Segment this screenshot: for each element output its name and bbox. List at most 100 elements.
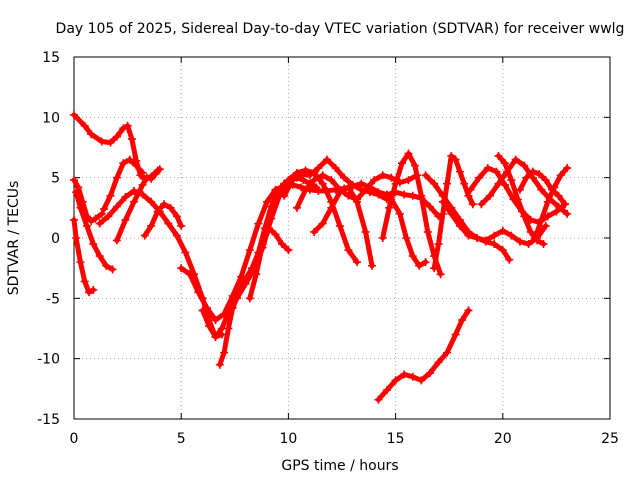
- data-point-marker: [500, 180, 509, 189]
- data-point-marker: [438, 209, 447, 218]
- y-tick-label: 5: [51, 171, 60, 187]
- data-point-marker: [198, 306, 207, 315]
- data-point-marker: [160, 200, 169, 209]
- data-point-marker: [123, 121, 132, 130]
- series-line: [431, 153, 476, 271]
- data-point-marker: [543, 197, 552, 206]
- data-point-marker: [500, 159, 509, 168]
- data-point-marker: [485, 191, 494, 200]
- data-point-marker: [344, 183, 353, 192]
- data-point-marker: [147, 221, 156, 230]
- data-point-marker: [265, 224, 274, 233]
- data-point-marker: [511, 155, 520, 164]
- data-point-marker: [70, 110, 78, 119]
- data-point-marker: [383, 386, 392, 395]
- series-arc-26: [374, 306, 473, 404]
- x-tick-label: 10: [279, 431, 297, 447]
- data-point-marker: [425, 202, 434, 211]
- data-point-marker: [477, 200, 486, 209]
- data-point-marker: [297, 170, 306, 179]
- data-point-marker: [305, 171, 314, 180]
- data-point-marker: [537, 215, 546, 224]
- data-point-marker: [522, 173, 531, 182]
- data-point-marker: [181, 248, 190, 257]
- data-point-marker: [335, 221, 344, 230]
- data-point-marker: [177, 221, 186, 230]
- data-point-marker: [151, 170, 160, 179]
- data-point-marker: [340, 173, 349, 182]
- data-point-marker: [556, 171, 565, 180]
- data-point-marker: [468, 200, 477, 209]
- data-point-marker: [447, 151, 456, 160]
- data-point-marker: [82, 221, 91, 230]
- data-point-marker: [434, 240, 443, 249]
- y-tick-label: 15: [42, 50, 60, 66]
- data-point-marker: [262, 197, 271, 206]
- data-point-marker: [202, 303, 211, 312]
- data-point-marker: [130, 186, 139, 195]
- data-point-marker: [483, 164, 492, 173]
- data-point-marker: [391, 179, 400, 188]
- data-point-marker: [80, 121, 89, 130]
- data-point-marker: [310, 227, 319, 236]
- data-point-marker: [395, 209, 404, 218]
- data-point-marker: [228, 303, 237, 312]
- data-point-marker: [172, 231, 181, 240]
- data-point-marker: [455, 167, 464, 176]
- data-point-marker: [140, 231, 149, 240]
- data-point-marker: [327, 176, 336, 185]
- data-point-marker: [147, 174, 156, 183]
- data-point-marker: [455, 221, 464, 230]
- data-point-marker: [370, 188, 379, 197]
- data-point-marker: [460, 179, 469, 188]
- data-point-marker: [415, 261, 424, 270]
- data-point-marker: [550, 183, 559, 192]
- data-point-marker: [374, 395, 383, 404]
- data-point-marker: [443, 348, 452, 357]
- data-point-marker: [112, 132, 121, 141]
- data-point-marker: [541, 221, 550, 230]
- data-point-marker: [112, 236, 121, 245]
- data-point-marker: [475, 173, 484, 182]
- data-point-marker: [481, 237, 490, 246]
- data-point-marker: [95, 252, 104, 261]
- series-arc-08: [140, 200, 186, 240]
- data-point-marker: [524, 240, 533, 249]
- data-point-marker: [280, 191, 289, 200]
- data-point-marker: [563, 164, 572, 173]
- data-point-marker: [370, 176, 379, 185]
- data-point-marker: [87, 217, 96, 226]
- data-point-marker: [273, 188, 282, 197]
- y-tick-label: -10: [37, 352, 60, 368]
- data-point-marker: [344, 246, 353, 255]
- data-point-marker: [430, 264, 439, 273]
- data-point-marker: [299, 176, 308, 185]
- data-point-marker: [430, 179, 439, 188]
- data-point-marker: [74, 183, 83, 192]
- data-point-marker: [398, 159, 407, 168]
- data-point-marker: [331, 164, 340, 173]
- ticks: 0 5 10 15 20 25 -15 -10 -5 0 5 10 15: [37, 50, 619, 447]
- data-point-marker: [361, 185, 370, 194]
- data-point-marker: [539, 240, 548, 249]
- data-point-marker: [166, 203, 175, 212]
- data-point-marker: [102, 261, 111, 270]
- data-point-marker: [172, 212, 181, 221]
- data-point-marker: [194, 288, 203, 297]
- data-point-marker: [513, 195, 522, 204]
- series-line: [375, 307, 471, 403]
- series-arc-05: [100, 155, 147, 214]
- data-point-marker: [436, 270, 445, 279]
- data-point-marker: [515, 185, 524, 194]
- data-point-marker: [220, 348, 229, 357]
- data-point-marker: [402, 234, 411, 242]
- data-point-marker: [211, 316, 220, 325]
- data-point-marker: [247, 264, 256, 273]
- data-point-marker: [89, 240, 98, 249]
- data-point-marker: [353, 197, 362, 206]
- y-axis-label: SDTVAR / TECUs: [6, 181, 22, 296]
- data-point-marker: [132, 161, 141, 170]
- data-point-marker: [95, 219, 104, 228]
- data-point-marker: [507, 176, 516, 185]
